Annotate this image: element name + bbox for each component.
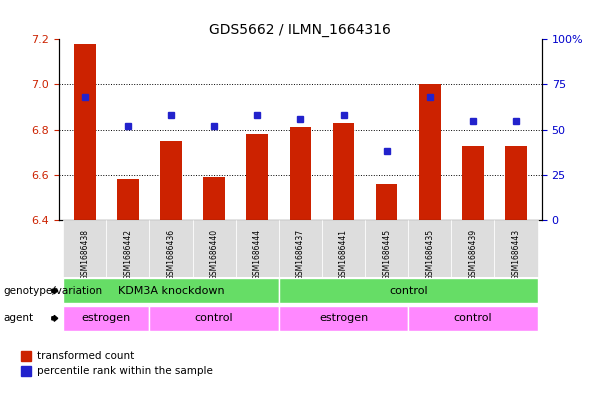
Text: agent: agent — [3, 313, 33, 323]
FancyBboxPatch shape — [63, 220, 107, 277]
FancyBboxPatch shape — [279, 306, 408, 331]
Text: estrogen: estrogen — [319, 313, 368, 323]
Text: GSM1686438: GSM1686438 — [80, 229, 90, 280]
FancyBboxPatch shape — [193, 220, 236, 277]
Bar — [160, 141, 182, 220]
Bar — [117, 179, 138, 220]
Text: GSM1686443: GSM1686443 — [511, 229, 521, 280]
Text: KDM3A knockdown: KDM3A knockdown — [118, 286, 224, 296]
Text: GSM1686437: GSM1686437 — [296, 229, 305, 280]
Text: control: control — [454, 313, 492, 323]
Text: GSM1686439: GSM1686439 — [468, 229, 477, 280]
Bar — [203, 177, 225, 220]
Text: GSM1686444: GSM1686444 — [253, 229, 262, 280]
Text: GSM1686445: GSM1686445 — [382, 229, 391, 280]
Text: genotype/variation: genotype/variation — [3, 286, 102, 296]
FancyBboxPatch shape — [279, 278, 538, 303]
Text: GSM1686441: GSM1686441 — [339, 229, 348, 280]
Bar — [462, 145, 484, 220]
FancyBboxPatch shape — [279, 220, 322, 277]
FancyBboxPatch shape — [451, 220, 494, 277]
Title: GDS5662 / ILMN_1664316: GDS5662 / ILMN_1664316 — [210, 23, 391, 37]
FancyBboxPatch shape — [408, 306, 538, 331]
Bar — [376, 184, 398, 220]
FancyBboxPatch shape — [150, 306, 279, 331]
Bar — [246, 134, 268, 220]
FancyBboxPatch shape — [63, 306, 150, 331]
Bar — [74, 44, 95, 220]
Text: GSM1686436: GSM1686436 — [167, 229, 176, 280]
Bar — [290, 127, 311, 220]
FancyBboxPatch shape — [365, 220, 408, 277]
FancyBboxPatch shape — [322, 220, 365, 277]
FancyBboxPatch shape — [236, 220, 279, 277]
Text: control: control — [389, 286, 428, 296]
Bar — [333, 123, 355, 220]
Text: GSM1686435: GSM1686435 — [425, 229, 434, 280]
Text: GSM1686440: GSM1686440 — [210, 229, 219, 280]
Text: estrogen: estrogen — [82, 313, 131, 323]
Bar — [505, 145, 527, 220]
FancyBboxPatch shape — [63, 278, 279, 303]
Text: GSM1686442: GSM1686442 — [124, 229, 133, 280]
FancyBboxPatch shape — [408, 220, 451, 277]
Text: control: control — [195, 313, 233, 323]
FancyBboxPatch shape — [150, 220, 193, 277]
FancyBboxPatch shape — [494, 220, 538, 277]
Legend: transformed count, percentile rank within the sample: transformed count, percentile rank withi… — [17, 347, 217, 381]
FancyBboxPatch shape — [107, 220, 150, 277]
Bar — [419, 84, 441, 220]
